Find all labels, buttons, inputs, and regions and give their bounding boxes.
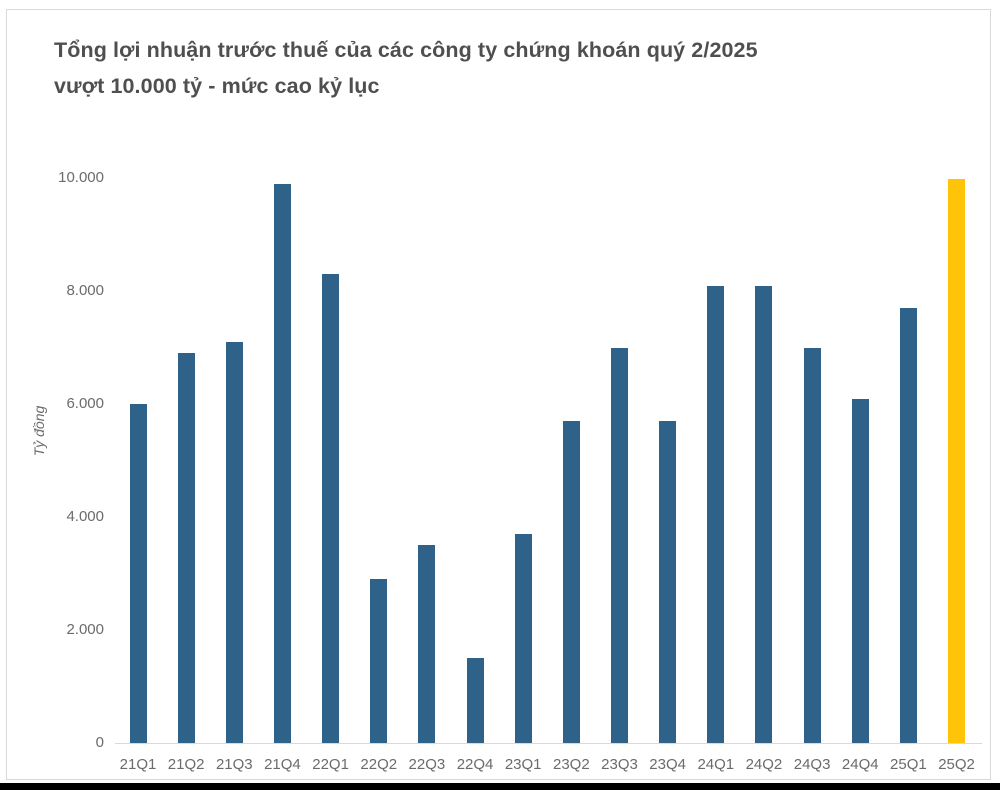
bar-23Q2 bbox=[562, 421, 580, 743]
y-tick-label: 2.000 bbox=[66, 620, 104, 638]
x-tick-label: 22Q4 bbox=[456, 756, 494, 773]
x-tick-label: 23Q3 bbox=[601, 756, 638, 773]
bar-22Q1 bbox=[322, 274, 340, 743]
x-tick-label: 21Q1 bbox=[119, 756, 157, 773]
bar-22Q4 bbox=[466, 658, 484, 743]
bar-25Q2 bbox=[948, 178, 966, 743]
bar-21Q2 bbox=[177, 353, 195, 743]
x-tick-label: 22Q1 bbox=[312, 756, 349, 773]
x-tick-label: 23Q1 bbox=[504, 756, 542, 773]
bar-22Q3 bbox=[418, 545, 436, 743]
x-tick-label: 23Q2 bbox=[552, 756, 590, 773]
x-tick-label: 24Q2 bbox=[745, 756, 783, 773]
y-tick-label: 8.000 bbox=[66, 281, 104, 299]
x-tick-label: 23Q4 bbox=[649, 756, 686, 773]
bar-21Q1 bbox=[129, 404, 147, 743]
y-tick-label: 6.000 bbox=[66, 394, 104, 412]
x-tick-label: 24Q3 bbox=[793, 756, 831, 773]
bar-24Q1 bbox=[707, 285, 725, 743]
chart-title-line-1: Tổng lợi nhuận trước thuế của các công t… bbox=[54, 38, 758, 62]
y-tick-label: 0 bbox=[95, 733, 104, 751]
x-tick-label: 21Q3 bbox=[215, 756, 253, 773]
x-tick-label: 22Q2 bbox=[360, 756, 398, 773]
bar-21Q4 bbox=[273, 184, 291, 743]
x-tick-label: 21Q2 bbox=[167, 756, 205, 773]
bar-24Q2 bbox=[755, 285, 773, 743]
bar-23Q3 bbox=[611, 347, 628, 743]
chart-title-line-2: vượt 10.000 tỷ - mức cao kỷ lục bbox=[54, 74, 380, 98]
x-tick-label: 21Q4 bbox=[264, 756, 301, 773]
bar-21Q3 bbox=[225, 342, 243, 743]
x-tick-label: 24Q4 bbox=[841, 756, 879, 773]
y-tick-label: 4.000 bbox=[66, 507, 104, 525]
window-bottom-strip bbox=[0, 783, 1000, 790]
bar-24Q3 bbox=[803, 347, 821, 743]
x-tick-label: 25Q1 bbox=[890, 756, 927, 773]
chart-card: Tổng lợi nhuận trước thuế của các công t… bbox=[6, 9, 991, 780]
x-tick-label: 25Q2 bbox=[938, 756, 975, 773]
x-axis-line bbox=[115, 743, 982, 744]
bar-24Q4 bbox=[851, 398, 869, 743]
x-tick-label: 24Q1 bbox=[697, 756, 735, 773]
bar-22Q2 bbox=[370, 579, 388, 743]
chart-title: Tổng lợi nhuận trước thuế của các công t… bbox=[54, 32, 934, 104]
bar-23Q4 bbox=[659, 421, 677, 743]
x-tick-label: 22Q3 bbox=[408, 756, 446, 773]
bar-25Q1 bbox=[899, 308, 917, 743]
bar-23Q1 bbox=[514, 534, 532, 743]
y-tick-label: 10.000 bbox=[58, 169, 104, 186]
